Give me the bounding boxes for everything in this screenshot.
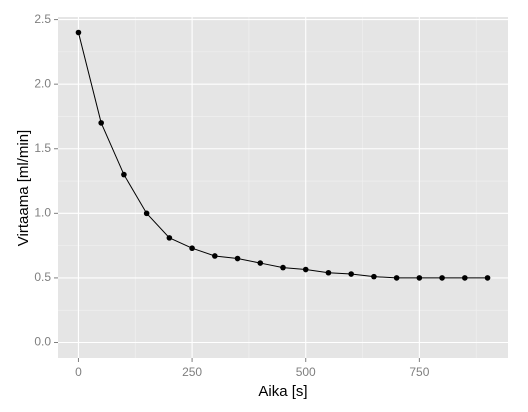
y-tick-label: 1.0 — [34, 206, 51, 220]
point — [462, 275, 468, 281]
x-tick-label: 750 — [409, 365, 429, 379]
x-tick-label: 500 — [296, 365, 316, 379]
point — [257, 260, 264, 266]
point — [416, 275, 423, 281]
point — [371, 273, 377, 280]
point — [348, 271, 354, 277]
point — [234, 255, 241, 262]
point — [121, 171, 127, 178]
point — [302, 266, 309, 273]
point — [98, 120, 104, 126]
point — [189, 245, 195, 252]
x-tick-label: 250 — [182, 365, 202, 379]
y-tick-label: 2.0 — [34, 76, 51, 90]
y-tick-label: 0.5 — [34, 270, 51, 284]
point — [484, 275, 491, 281]
point — [143, 210, 150, 217]
y-axis-title: Virtaama [ml/min] — [15, 130, 32, 246]
point — [325, 269, 332, 276]
point — [166, 235, 173, 241]
y-tick-label: 1.5 — [34, 141, 51, 155]
x-axis-title: Aika [s] — [258, 383, 307, 400]
x-tick-label: 0 — [75, 365, 82, 379]
point — [280, 264, 286, 271]
point — [212, 253, 218, 259]
point — [75, 29, 82, 36]
point — [393, 275, 400, 281]
point — [439, 275, 445, 281]
y-tick-label: 2.5 — [34, 12, 51, 26]
y-tick-label: 0.0 — [34, 335, 51, 349]
plot-panel — [58, 17, 508, 358]
